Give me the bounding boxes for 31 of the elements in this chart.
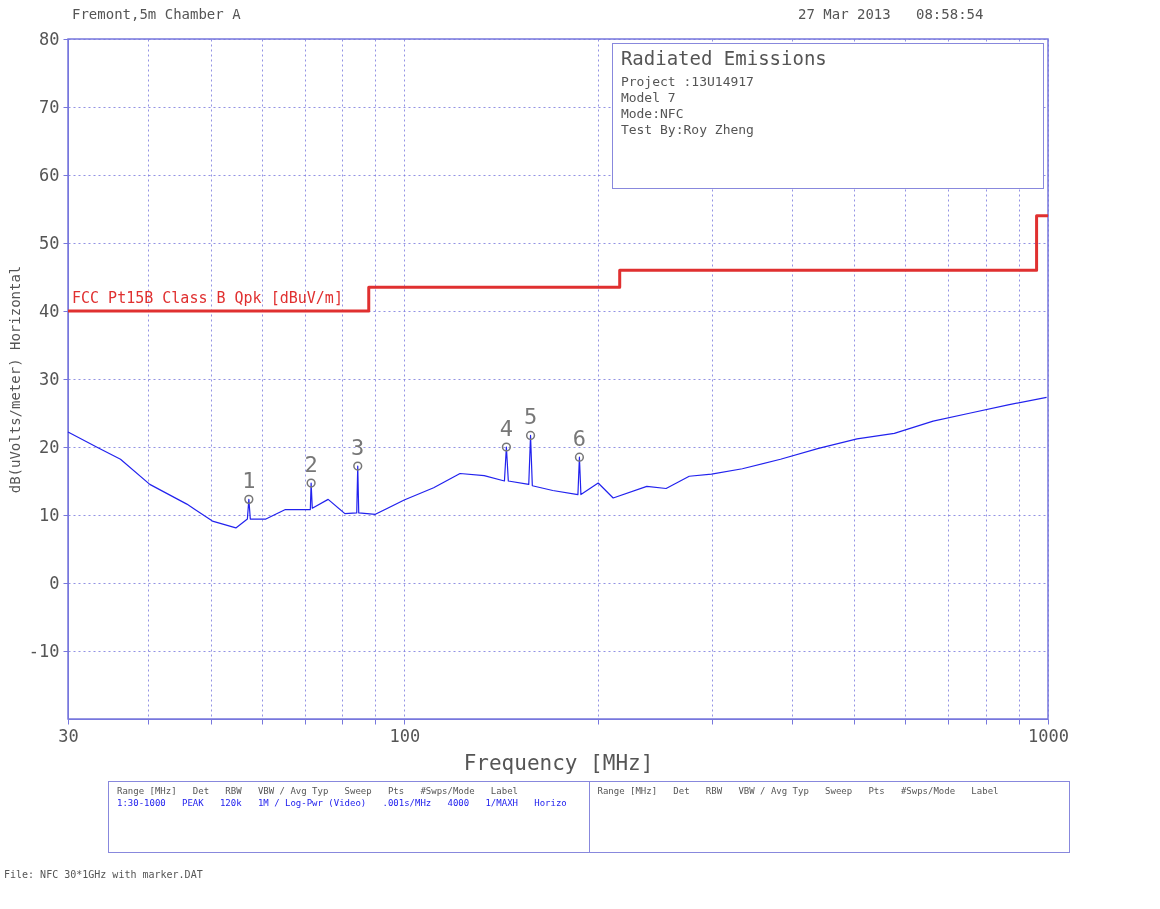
y-tick-label: 30 [39,368,60,389]
text: Fremont,5m Chamber A [72,6,241,22]
y-tick-label: 80 [39,28,60,49]
series-label: FCC Pt15B Class B Qpk [dBuV/m] [72,289,343,307]
y-tick-label: 10 [39,504,60,525]
x-axis-title: Frequency [MHz] [463,750,654,775]
x-tick-label: 100 [389,725,421,746]
annotation: 1 [242,468,256,494]
annotation: 5 [523,404,538,430]
y-tick-label: 40 [39,300,60,321]
text: File: NFC 30*1GHz with marker.DAT [4,869,203,880]
text: 27 Mar 2013 08:58:54 [798,6,984,22]
x-tick-label: 30 [58,725,79,746]
y-tick-label: 20 [39,436,60,457]
y-tick-label: -10 [28,640,60,661]
y-tick-label: 60 [39,164,60,185]
annotation: Mode:NFC [620,106,685,122]
y-tick-label: 70 [39,96,60,117]
annotation: Test By:Roy Zheng [620,122,755,138]
y-tick-label: 50 [39,232,60,253]
annotation: Project :13U14917 [620,74,755,90]
annotation: 2 [304,452,318,478]
annotation: 6 [572,426,587,452]
x-tick-label: 1000 [1028,725,1069,746]
annotation: 4 [499,416,514,441]
chart-title: Radiated Emissions [620,47,828,69]
annotation: 3 [351,435,365,461]
y-axis-title: dB(uVolts/meter) Horizontal [6,265,23,494]
y-tick-label: 0 [49,572,60,593]
annotation: Model 7 [620,90,677,106]
settings-table: Range [MHz] Det RBW VBW / Avg Typ Sweep Pts #Swps/Mode Label 1:30-1000 PEAK 120k 1M / Log-Pwr (Video) .001s/MHz 4000 1/MAXH Horizo Range [MHz] Det RBW VBW / Avg Typ Sweep Pts #Swps/Mode Label [108,781,1070,853]
